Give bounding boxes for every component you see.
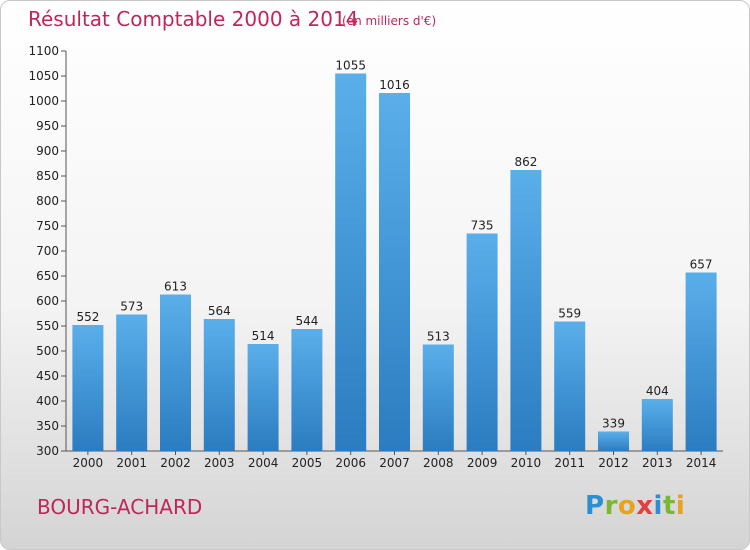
bar xyxy=(116,314,148,451)
x-tick-label: 2010 xyxy=(511,456,542,470)
data-label: 552 xyxy=(76,310,99,324)
bar xyxy=(466,233,498,451)
bar xyxy=(598,431,629,451)
bar xyxy=(160,294,191,451)
bar xyxy=(335,73,367,451)
x-tick-label: 2013 xyxy=(642,456,673,470)
logo-letter: x xyxy=(636,491,654,521)
logo-letter: t xyxy=(662,491,676,521)
x-tick-label: 2011 xyxy=(554,456,585,470)
y-tick-label: 800 xyxy=(36,194,59,208)
bar xyxy=(641,399,673,451)
bars-group: 552 573 613 564 514 544 1055 1016 513 735 862 559 33… xyxy=(72,59,717,451)
logo-letter: i xyxy=(675,491,686,521)
data-label: 657 xyxy=(690,258,713,272)
y-tick-label: 850 xyxy=(36,169,59,183)
axes: 300 350 400 450 500 550 600 650 700 750 800 850 900 9… xyxy=(28,44,723,470)
bar xyxy=(685,272,717,451)
bar xyxy=(510,170,542,451)
x-tick-label: 2005 xyxy=(292,456,323,470)
y-tick-label: 900 xyxy=(36,144,59,158)
x-tick-label: 2004 xyxy=(248,456,279,470)
data-label: 544 xyxy=(295,314,318,328)
y-tick-label: 350 xyxy=(36,419,59,433)
x-tick-label: 2001 xyxy=(116,456,147,470)
data-label: 613 xyxy=(164,280,187,294)
data-label: 1016 xyxy=(379,78,410,92)
y-tick-label: 550 xyxy=(36,319,59,333)
bar xyxy=(422,344,454,451)
data-label: 735 xyxy=(471,219,494,233)
chart-subtitle: (en milliers d'€) xyxy=(342,14,437,28)
x-tick-label: 2009 xyxy=(467,456,498,470)
y-tick-label: 650 xyxy=(36,269,59,283)
y-tick-label: 700 xyxy=(36,244,59,258)
y-tick-label: 750 xyxy=(36,219,59,233)
logo-letter: i xyxy=(653,491,663,521)
x-tick-label: 2007 xyxy=(379,456,410,470)
y-tick-label: 1050 xyxy=(28,69,59,83)
data-label: 573 xyxy=(120,300,143,314)
bar xyxy=(379,93,410,451)
x-tick-label: 2008 xyxy=(423,456,454,470)
commune-name: BOURG-ACHARD xyxy=(37,495,203,519)
data-label: 862 xyxy=(514,155,537,169)
x-tick-label: 2014 xyxy=(686,456,717,470)
data-label: 1055 xyxy=(335,59,366,73)
bar xyxy=(247,344,279,451)
y-tick-label: 500 xyxy=(36,344,59,358)
y-tick-label: 1100 xyxy=(28,44,59,58)
bar xyxy=(203,319,235,451)
bar xyxy=(72,325,104,451)
data-label: 339 xyxy=(602,417,625,431)
x-tick-label: 2002 xyxy=(160,456,191,470)
bar xyxy=(291,329,323,451)
y-tick-label: 400 xyxy=(36,394,59,408)
y-tick-label: 450 xyxy=(36,369,59,383)
data-label: 514 xyxy=(252,329,275,343)
proxiti-logo[interactable]: Proxiti xyxy=(585,491,685,521)
y-tick-label: 600 xyxy=(36,294,59,308)
data-label: 559 xyxy=(558,307,581,321)
logo-letter: P xyxy=(585,491,605,521)
data-label: 404 xyxy=(646,384,669,398)
logo-letter: o xyxy=(617,491,637,521)
x-tick-label: 2006 xyxy=(335,456,366,470)
x-tick-label: 2000 xyxy=(73,456,104,470)
data-label: 513 xyxy=(427,330,450,344)
x-tick-label: 2003 xyxy=(204,456,235,470)
chart-title: Résultat Comptable 2000 à 2014 xyxy=(28,7,359,31)
y-tick-label: 950 xyxy=(36,119,59,133)
y-tick-label: 300 xyxy=(36,444,59,458)
logo-letter: r xyxy=(604,491,618,521)
data-label: 564 xyxy=(208,304,231,318)
bar xyxy=(554,321,586,451)
y-tick-label: 1000 xyxy=(28,94,59,108)
x-tick-label: 2012 xyxy=(598,456,629,470)
